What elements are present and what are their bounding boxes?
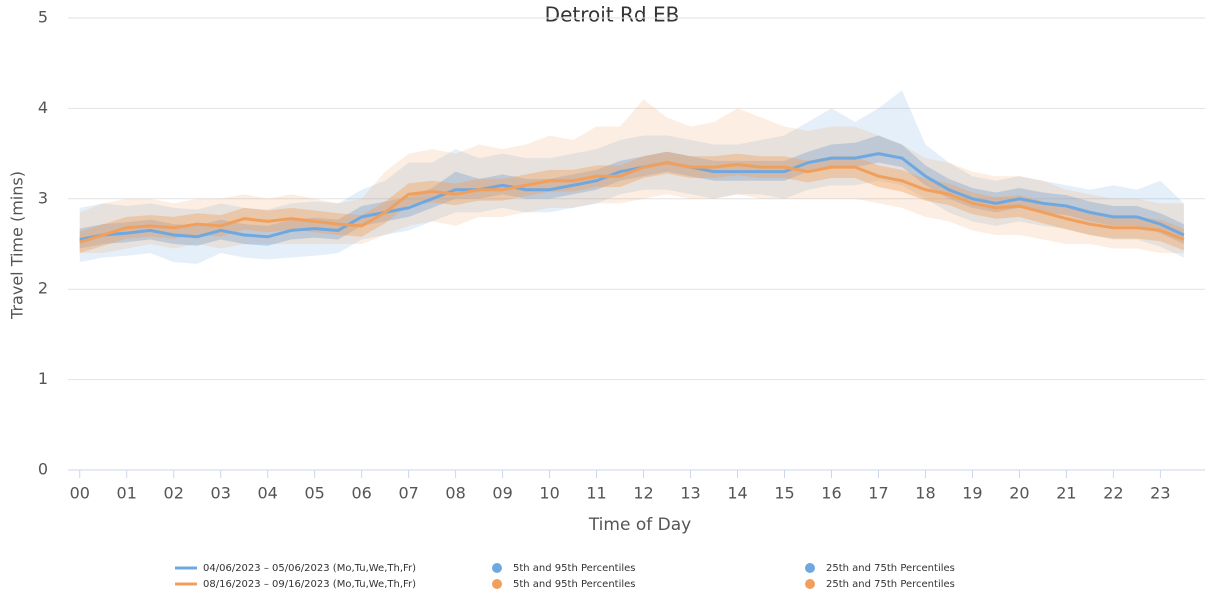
y-tick-label: 2 (38, 279, 48, 298)
x-tick-label: 05 (304, 484, 324, 503)
x-tick-label: 07 (398, 484, 418, 503)
y-tick-label: 4 (38, 98, 48, 117)
legend-dot (492, 563, 502, 573)
x-tick-label: 06 (351, 484, 371, 503)
legend-label: 25th and 75th Percentiles (826, 579, 955, 590)
legend-label: 5th and 95th Percentiles (513, 579, 636, 590)
legend-label: 5th and 95th Percentiles (513, 563, 636, 574)
x-tick-label: 11 (586, 484, 606, 503)
legend-dot (805, 563, 815, 573)
plot-area (79, 90, 1185, 264)
series-line (79, 161, 1185, 244)
x-tick-label: 10 (539, 484, 559, 503)
x-tick-label: 18 (915, 484, 935, 503)
y-tick-label: 1 (38, 369, 48, 388)
x-tick-label: 04 (258, 484, 278, 503)
percentile-band (79, 99, 1184, 254)
legend-dot (805, 579, 815, 589)
x-tick-label: 12 (633, 484, 653, 503)
percentile-band (79, 151, 1184, 254)
legend-label: 25th and 75th Percentiles (826, 563, 955, 574)
x-tick-label: 08 (445, 484, 465, 503)
y-tick-label: 5 (38, 8, 48, 27)
x-tick-label: 23 (1150, 484, 1170, 503)
legend-dot (492, 579, 502, 589)
x-tick-label: 03 (211, 484, 231, 503)
series-line (79, 152, 1185, 241)
x-tick-label: 02 (164, 484, 184, 503)
legend-label: 04/06/2023 – 05/06/2023 (Mo,Tu,We,Th,Fr) (203, 563, 416, 574)
x-tick-label: 17 (868, 484, 888, 503)
x-tick-label: 22 (1103, 484, 1123, 503)
x-tick-label: 21 (1056, 484, 1076, 503)
legend-label: 08/16/2023 – 09/16/2023 (Mo,Tu,We,Th,Fr) (203, 579, 416, 590)
chart-title: Detroit Rd EB (545, 3, 680, 27)
x-tick-label: 00 (70, 484, 90, 503)
x-tick-label: 14 (727, 484, 747, 503)
x-tick-label: 13 (680, 484, 700, 503)
x-tick-label: 09 (492, 484, 512, 503)
y-axis-title: Travel Time (mins) (8, 171, 27, 320)
x-tick-label: 01 (117, 484, 137, 503)
y-tick-label: 0 (38, 460, 48, 479)
x-tick-label: 19 (962, 484, 982, 503)
x-tick-label: 20 (1009, 484, 1029, 503)
x-tick-label: 15 (774, 484, 794, 503)
y-tick-label: 3 (38, 188, 48, 207)
x-axis-title: Time of Day (588, 515, 691, 535)
x-tick-label: 16 (821, 484, 841, 503)
